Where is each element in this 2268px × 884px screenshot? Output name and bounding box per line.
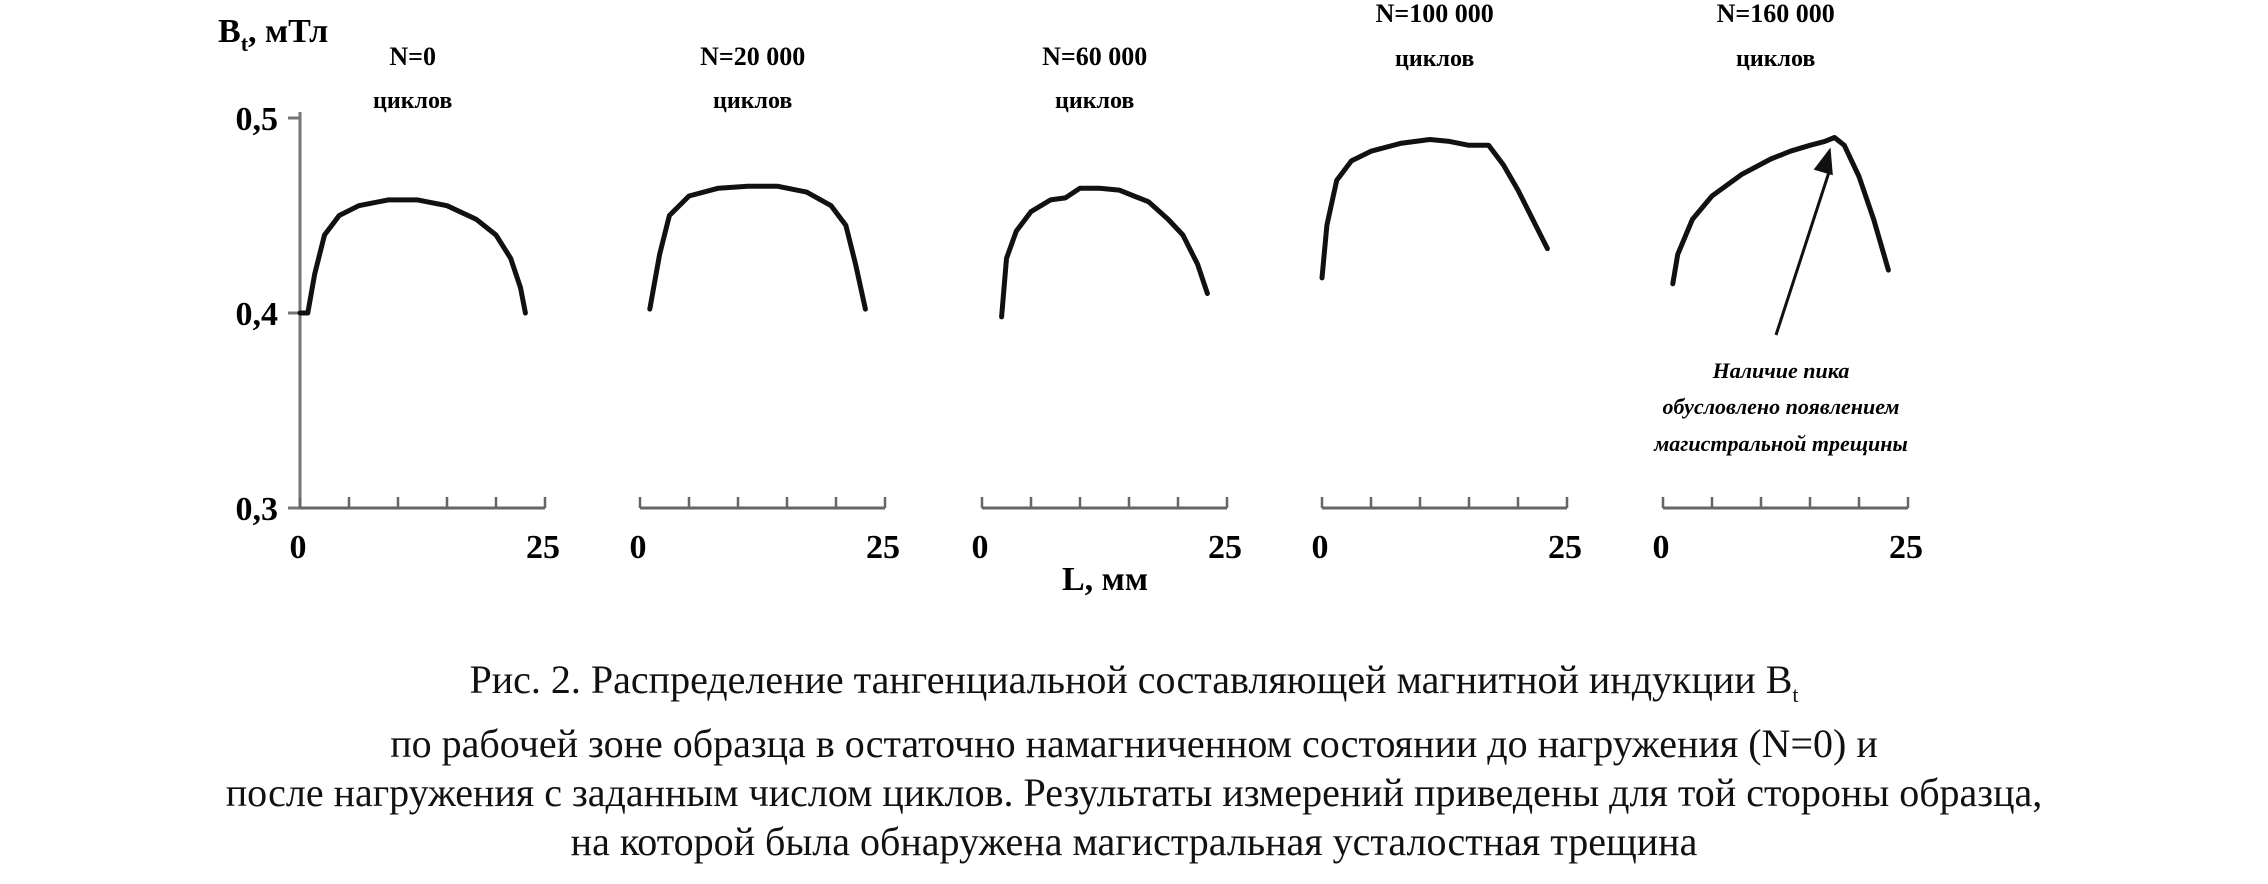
- x-axis-title: L, мм: [1062, 561, 1148, 598]
- series-line: [647, 183, 868, 312]
- annotation-arrow-line: [1774, 167, 1832, 336]
- x-tick-label: 25: [526, 529, 560, 566]
- y-tick-label: 0,3: [236, 491, 279, 528]
- panel-2: 0 25 N=20 000 циклов: [630, 42, 901, 566]
- x-tick-label: 0: [290, 529, 307, 566]
- series-label-unit: циклов: [713, 88, 792, 114]
- x-tick-label: 25: [866, 529, 900, 566]
- y-tick-label: 0,4: [236, 296, 279, 333]
- y-tick-label: 0,5: [236, 101, 279, 138]
- caption-line-2: по рабочей зоне образца в остаточно нама…: [390, 721, 1878, 766]
- annotation: Наличие пика обусловлено появлением магист…: [1653, 147, 1908, 456]
- series-label-unit: циклов: [373, 88, 452, 114]
- annotation-text-line: магистральной трещины: [1653, 431, 1908, 456]
- caption-line-4: на которой была обнаружена магистральная…: [570, 819, 1698, 864]
- x-tick-label: 25: [1208, 529, 1242, 566]
- series-label: N=160 000: [1717, 0, 1835, 28]
- y-axis: 0,3 0,4 0,5: [236, 101, 302, 528]
- series-line: [1319, 137, 1550, 281]
- x-tick-label: 25: [1889, 529, 1923, 566]
- x-tick-label: 0: [630, 529, 647, 566]
- series-label: N=20 000: [700, 42, 805, 71]
- chart-panels: 0 25 N=0 циклов 0 25 N=20 000 циклов 0 25 N=60 000…: [290, 0, 1924, 566]
- series-label: N=60 000: [1042, 42, 1147, 71]
- x-tick-label: 0: [1312, 529, 1329, 566]
- series-line: [1670, 135, 1891, 287]
- series-label: N=0: [389, 42, 436, 71]
- series-line: [297, 197, 528, 316]
- panel-1: 0 25 N=0 циклов: [290, 42, 561, 566]
- series-label-unit: циклов: [1055, 88, 1134, 114]
- annotation-text-line: Наличие пика: [1712, 358, 1850, 383]
- y-axis-title: Bt, мТл: [218, 13, 328, 56]
- caption-line-1: Рис. 2. Распределение тангенциальной сос…: [469, 657, 1799, 707]
- series-label-unit: циклов: [1395, 46, 1474, 72]
- panel-5: 0 25 N=160 000 циклов: [1653, 0, 1924, 566]
- panel-4: 0 25 N=100 000 циклов: [1312, 0, 1583, 566]
- series-label-unit: циклов: [1736, 46, 1815, 72]
- series-line: [999, 185, 1210, 320]
- annotation-text-line: обусловлено появлением: [1662, 394, 1899, 419]
- figure-caption: Рис. 2. Распределение тангенциальной сос…: [0, 655, 2268, 866]
- series-label: N=100 000: [1376, 0, 1494, 28]
- x-tick-label: 0: [972, 529, 989, 566]
- x-tick-label: 25: [1548, 529, 1582, 566]
- panel-3: 0 25 N=60 000 циклов: [972, 42, 1243, 566]
- x-tick-label: 0: [1653, 529, 1670, 566]
- caption-line-3: после нагружения с заданным числом цикло…: [225, 770, 2043, 815]
- annotation-arrowhead: [1813, 147, 1833, 176]
